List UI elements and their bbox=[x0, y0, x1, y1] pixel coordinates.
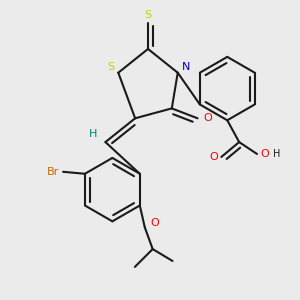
Text: H: H bbox=[89, 129, 98, 139]
Text: O: O bbox=[150, 218, 159, 228]
Text: S: S bbox=[107, 62, 114, 72]
Text: O: O bbox=[209, 152, 218, 162]
Text: N: N bbox=[182, 62, 190, 72]
Text: H: H bbox=[273, 149, 280, 159]
Text: O: O bbox=[203, 113, 212, 123]
Text: S: S bbox=[145, 10, 152, 20]
Text: Br: Br bbox=[47, 167, 59, 177]
Text: O: O bbox=[261, 149, 269, 159]
